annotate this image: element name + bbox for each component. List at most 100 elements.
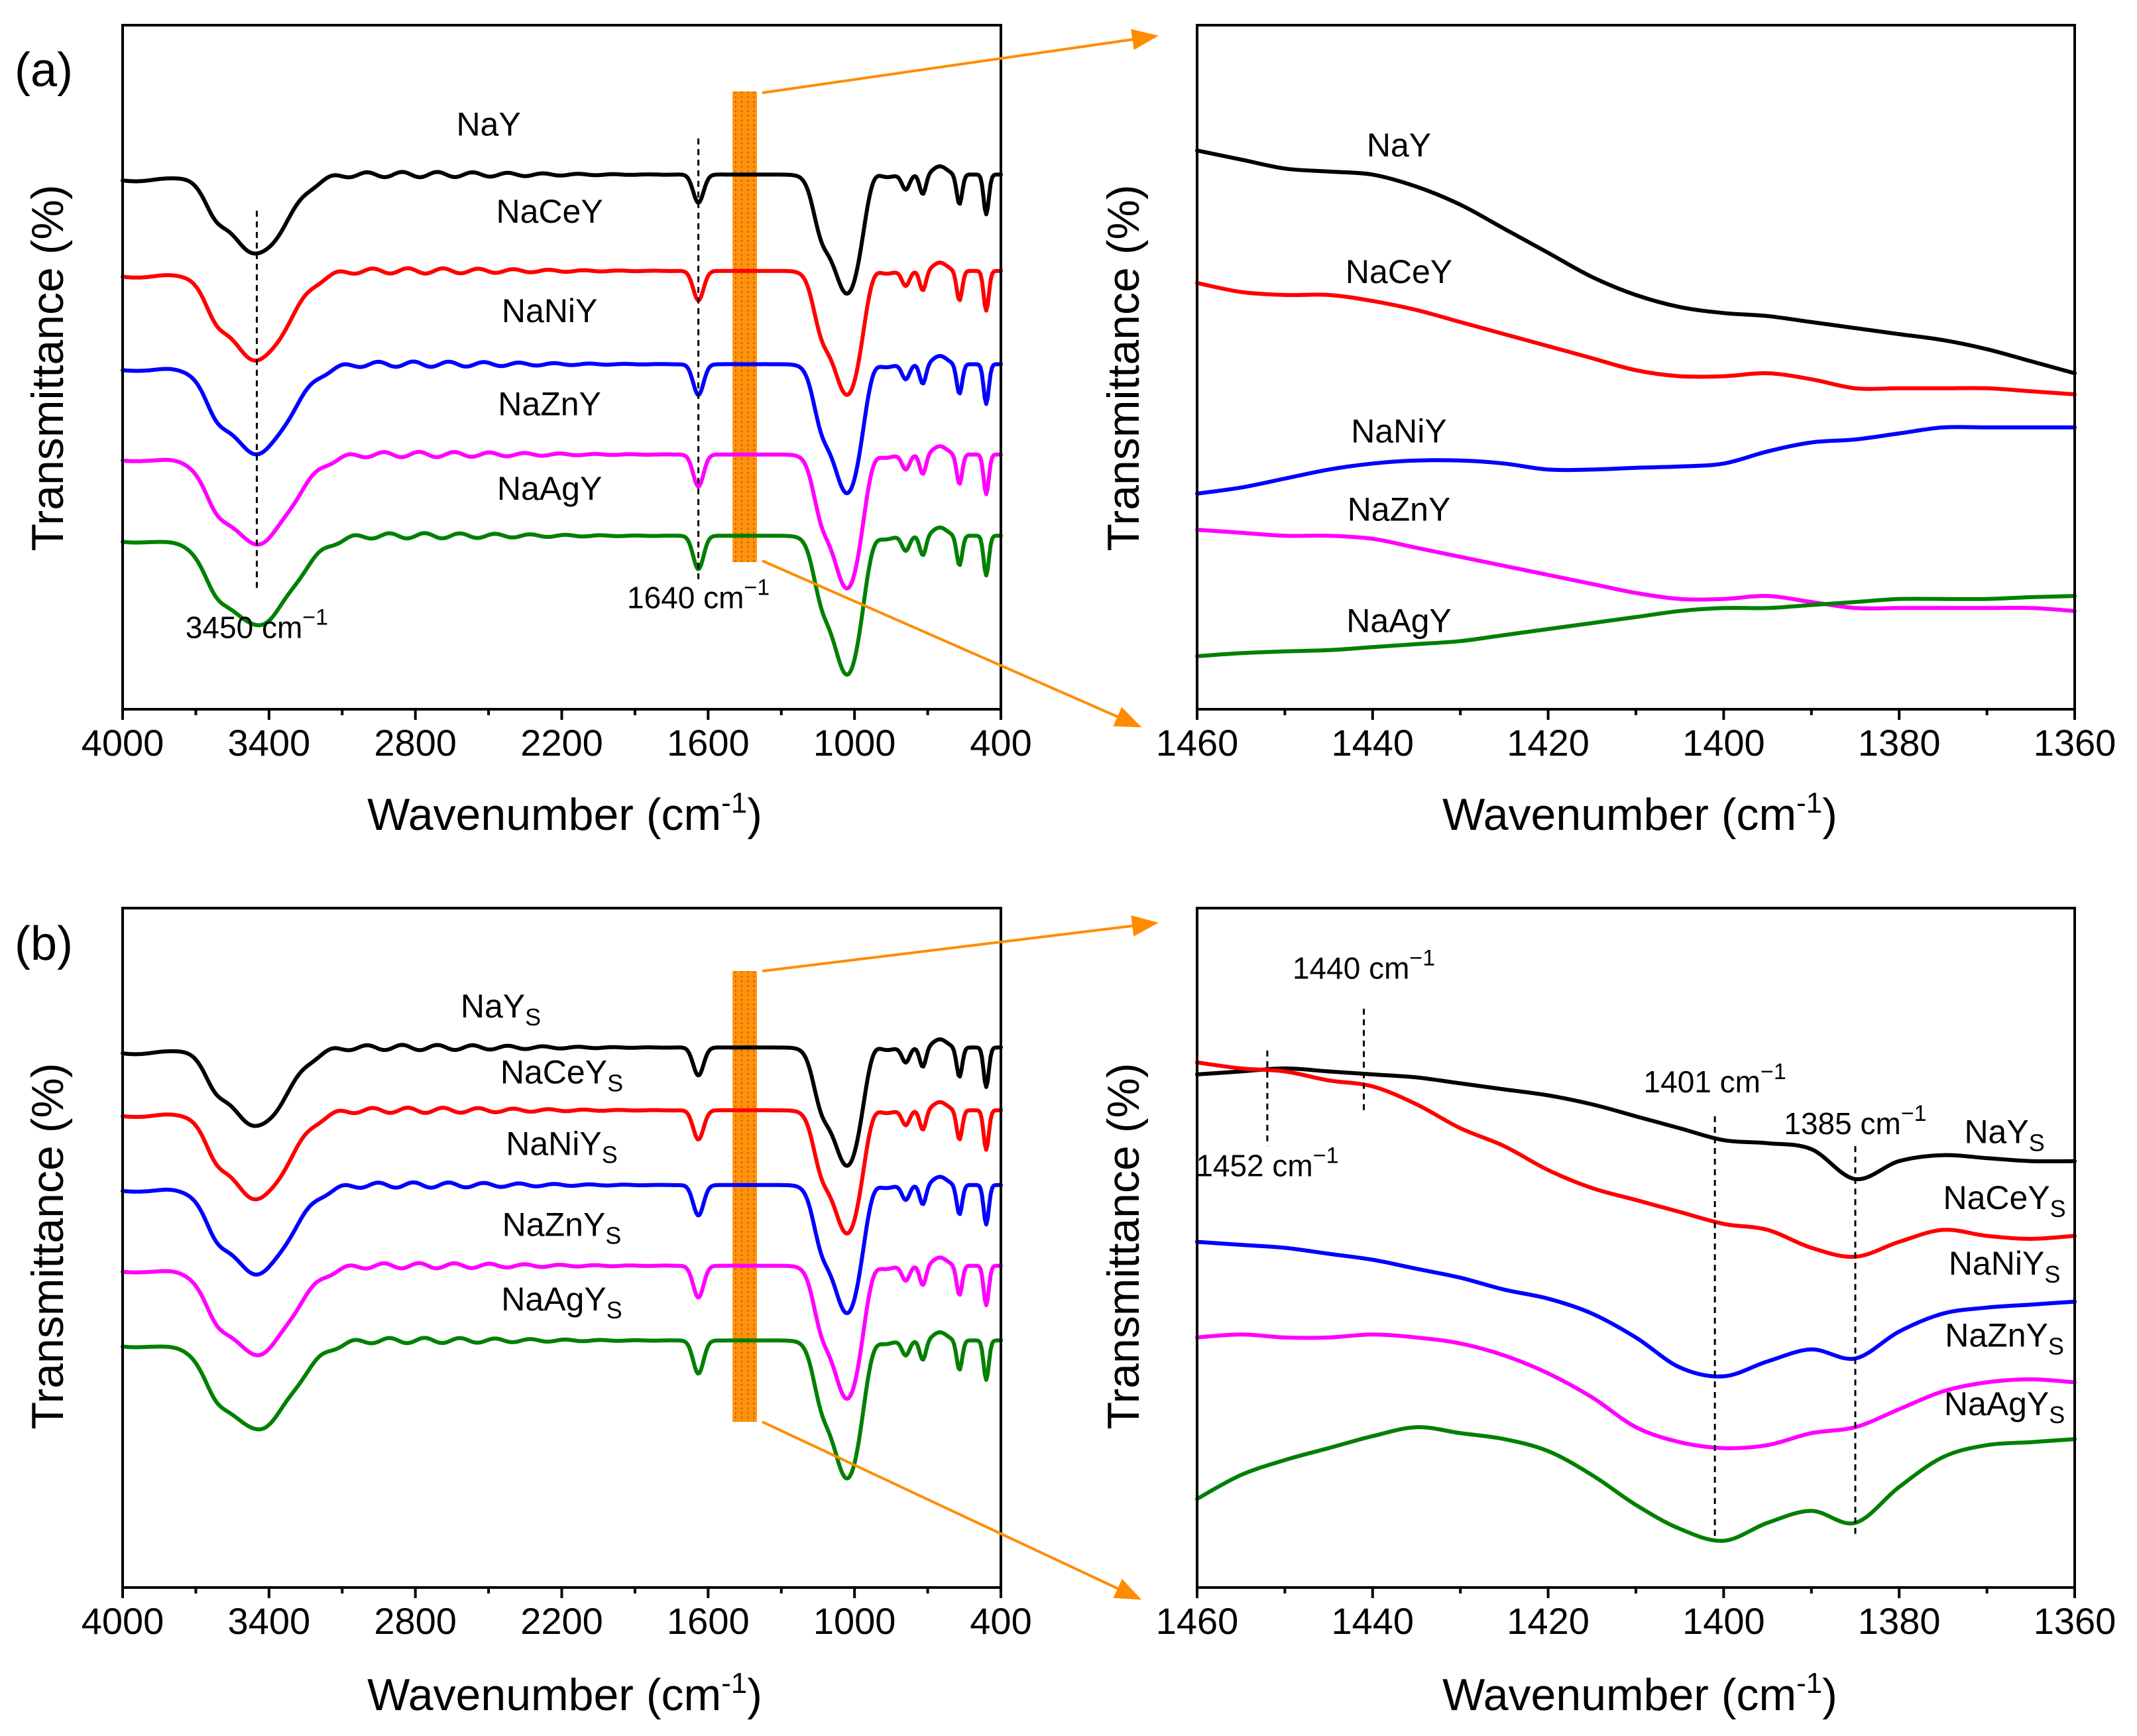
x-axis-label-a-zoom: Wavenumber (cm-1) — [1442, 787, 1837, 840]
x-tick-label: 1460 — [1156, 722, 1239, 764]
series-label-naniy: NaNiY — [1351, 413, 1446, 450]
series-label-naagy: NaAgYS — [1944, 1385, 2065, 1428]
series-line-nay — [1195, 148, 2077, 376]
series-line-naniy — [121, 354, 1003, 496]
panel-b-zoom: NaYS NaCeYS NaNiYS NaZnYS NaAgYS 1452 cm−1 144… — [1098, 907, 2116, 1720]
series-label-naniy: NaNiY — [502, 292, 597, 329]
series-line-naagy — [1195, 1425, 2077, 1543]
series-line-nazny — [121, 444, 1003, 591]
x-tick-label: 1360 — [2034, 1600, 2116, 1642]
series-line-naniy — [1195, 425, 2077, 496]
x-axis-label-exponent: -1 — [1796, 787, 1822, 819]
series-line-nay — [121, 1037, 1003, 1168]
x-tick-label: 2800 — [374, 722, 457, 764]
series-label-nay: NaY — [456, 105, 520, 143]
series-line-naniy — [121, 1175, 1003, 1316]
x-axis-label-b-zoom: Wavenumber (cm-1) — [1442, 1667, 1837, 1720]
series-label-nacey: NaCeYS — [1943, 1179, 2065, 1222]
highlight-band — [732, 91, 757, 562]
series-label-naniy: NaNiYS — [506, 1126, 618, 1169]
series-line-nacey — [121, 260, 1003, 397]
series-label-naagy: NaAgYS — [501, 1281, 622, 1324]
x-axis-label-text: Wavenumber (cm — [367, 1670, 721, 1720]
x-tick-label: 2800 — [374, 1600, 457, 1642]
series-line-naagy — [1195, 594, 2077, 658]
y-axis-label-b-full: Transmittance (%) — [23, 1063, 73, 1430]
plot-area-a-full: NaY NaCeY NaNiY NaZnY NaAgY 3450 cm−1 1640 cm−… — [82, 24, 1032, 764]
x-axis-label-exponent: -1 — [721, 1667, 747, 1700]
series-label-nazny: NaZnY — [1348, 491, 1451, 528]
x-axis-label-close: ) — [747, 1670, 762, 1720]
x-tick-label: 1380 — [1858, 1600, 1941, 1642]
y-axis-label-a-zoom: Transmittance (%) — [1098, 185, 1149, 551]
zoom-arrow — [762, 915, 1159, 972]
panel-b-full-spectrum: (b) NaYS NaCeYS NaNiYS NaZnYS NaAgYS 4000 3400… — [15, 907, 1032, 1720]
x-tick-label: 1360 — [2034, 722, 2116, 764]
plot-area-b-zoom: NaYS NaCeYS NaNiYS NaZnYS NaAgYS 1452 cm−1 144… — [1156, 907, 2116, 1642]
x-axis-label-exponent: -1 — [1796, 1667, 1822, 1700]
plot-frame — [1196, 907, 2076, 1589]
panel-a-full-spectrum: (a) NaY NaCeY NaNiY NaZnY NaAgY 3450 cm−1 1640… — [15, 24, 1032, 840]
series-line-nazny — [121, 1255, 1003, 1401]
series-label-nay: NaYS — [461, 988, 541, 1031]
peak-annotation: 1440 cm−1 — [1293, 946, 1435, 986]
series-line-nay — [121, 164, 1003, 296]
x-tick-label: 1600 — [667, 1600, 750, 1642]
series-label-nay: NaY — [1367, 127, 1431, 164]
zoom-arrow — [762, 1420, 1142, 1600]
x-tick-label: 1600 — [667, 722, 750, 764]
x-tick-label: 400 — [970, 1600, 1031, 1642]
x-axis-label-close: ) — [747, 789, 762, 840]
peak-annotation: 1452 cm−1 — [1196, 1143, 1338, 1183]
zoom-arrow — [762, 29, 1159, 94]
series-label-nacey: NaCeYS — [500, 1053, 623, 1096]
x-tick-label: 3400 — [228, 722, 311, 764]
series-label-naagy: NaAgY — [1346, 603, 1451, 640]
x-tick-label: 1440 — [1332, 722, 1415, 764]
series-label-nacey: NaCeY — [496, 193, 603, 230]
series-label-nazny: NaZnYS — [1945, 1316, 2064, 1360]
plot-frame — [121, 907, 1002, 1589]
x-tick-label: 1460 — [1156, 1600, 1239, 1642]
x-tick-label: 2200 — [520, 722, 603, 764]
panel-a-zoom: NaY NaCeY NaNiY NaZnY NaAgY 1460 1440 1420 1400 1… — [1098, 24, 2116, 840]
panel-letter-a: (a) — [15, 44, 73, 97]
x-tick-label: 4000 — [82, 1600, 164, 1642]
panel-letter-b: (b) — [15, 917, 73, 970]
y-axis-label-a-full: Transmittance (%) — [23, 185, 73, 551]
x-axis-label-b-full: Wavenumber (cm-1) — [367, 1667, 762, 1720]
series-line-nacey — [121, 1100, 1003, 1236]
peak-annotation: 3450 cm−1 — [186, 605, 328, 645]
series-label-nay: NaYS — [1964, 1114, 2044, 1157]
series-label-naniy: NaNiYS — [1949, 1245, 2061, 1288]
series-line-nazny — [1195, 1332, 2077, 1450]
x-axis-label-text: Wavenumber (cm — [367, 789, 721, 840]
series-line-nacey — [1195, 280, 2077, 396]
x-tick-label: 1000 — [813, 1600, 896, 1642]
x-tick-label: 1400 — [1682, 1600, 1765, 1642]
x-tick-label: 1440 — [1332, 1600, 1415, 1642]
x-axis-label-text: Wavenumber (cm — [1442, 789, 1796, 840]
series-label-nazny: NaZnYS — [502, 1206, 622, 1249]
plot-area-a-zoom: NaY NaCeY NaNiY NaZnY NaAgY 1460 1440 1420 1400 1… — [1156, 24, 2116, 764]
x-tick-label: 2200 — [520, 1600, 603, 1642]
y-axis-label-b-zoom: Transmittance (%) — [1098, 1063, 1149, 1430]
highlight-band — [732, 971, 757, 1422]
x-axis-label-close: ) — [1822, 789, 1837, 840]
x-tick-label: 4000 — [82, 722, 164, 764]
x-tick-label: 1000 — [813, 722, 896, 764]
x-tick-label: 1380 — [1858, 722, 1941, 764]
peak-annotation: 1401 cm−1 — [1644, 1059, 1786, 1099]
zoom-arrow — [762, 559, 1142, 728]
x-tick-label: 1400 — [1682, 722, 1765, 764]
x-tick-label: 400 — [970, 722, 1031, 764]
series-line-nacey — [1195, 1060, 2077, 1259]
series-label-naagy: NaAgY — [497, 470, 602, 507]
x-axis-label-a-full: Wavenumber (cm-1) — [367, 787, 762, 840]
x-tick-label: 1420 — [1507, 722, 1589, 764]
series-label-nazny: NaZnY — [498, 386, 601, 423]
x-axis-label-close: ) — [1822, 1670, 1837, 1720]
x-tick-label: 3400 — [228, 1600, 311, 1642]
x-tick-label: 1420 — [1507, 1600, 1589, 1642]
